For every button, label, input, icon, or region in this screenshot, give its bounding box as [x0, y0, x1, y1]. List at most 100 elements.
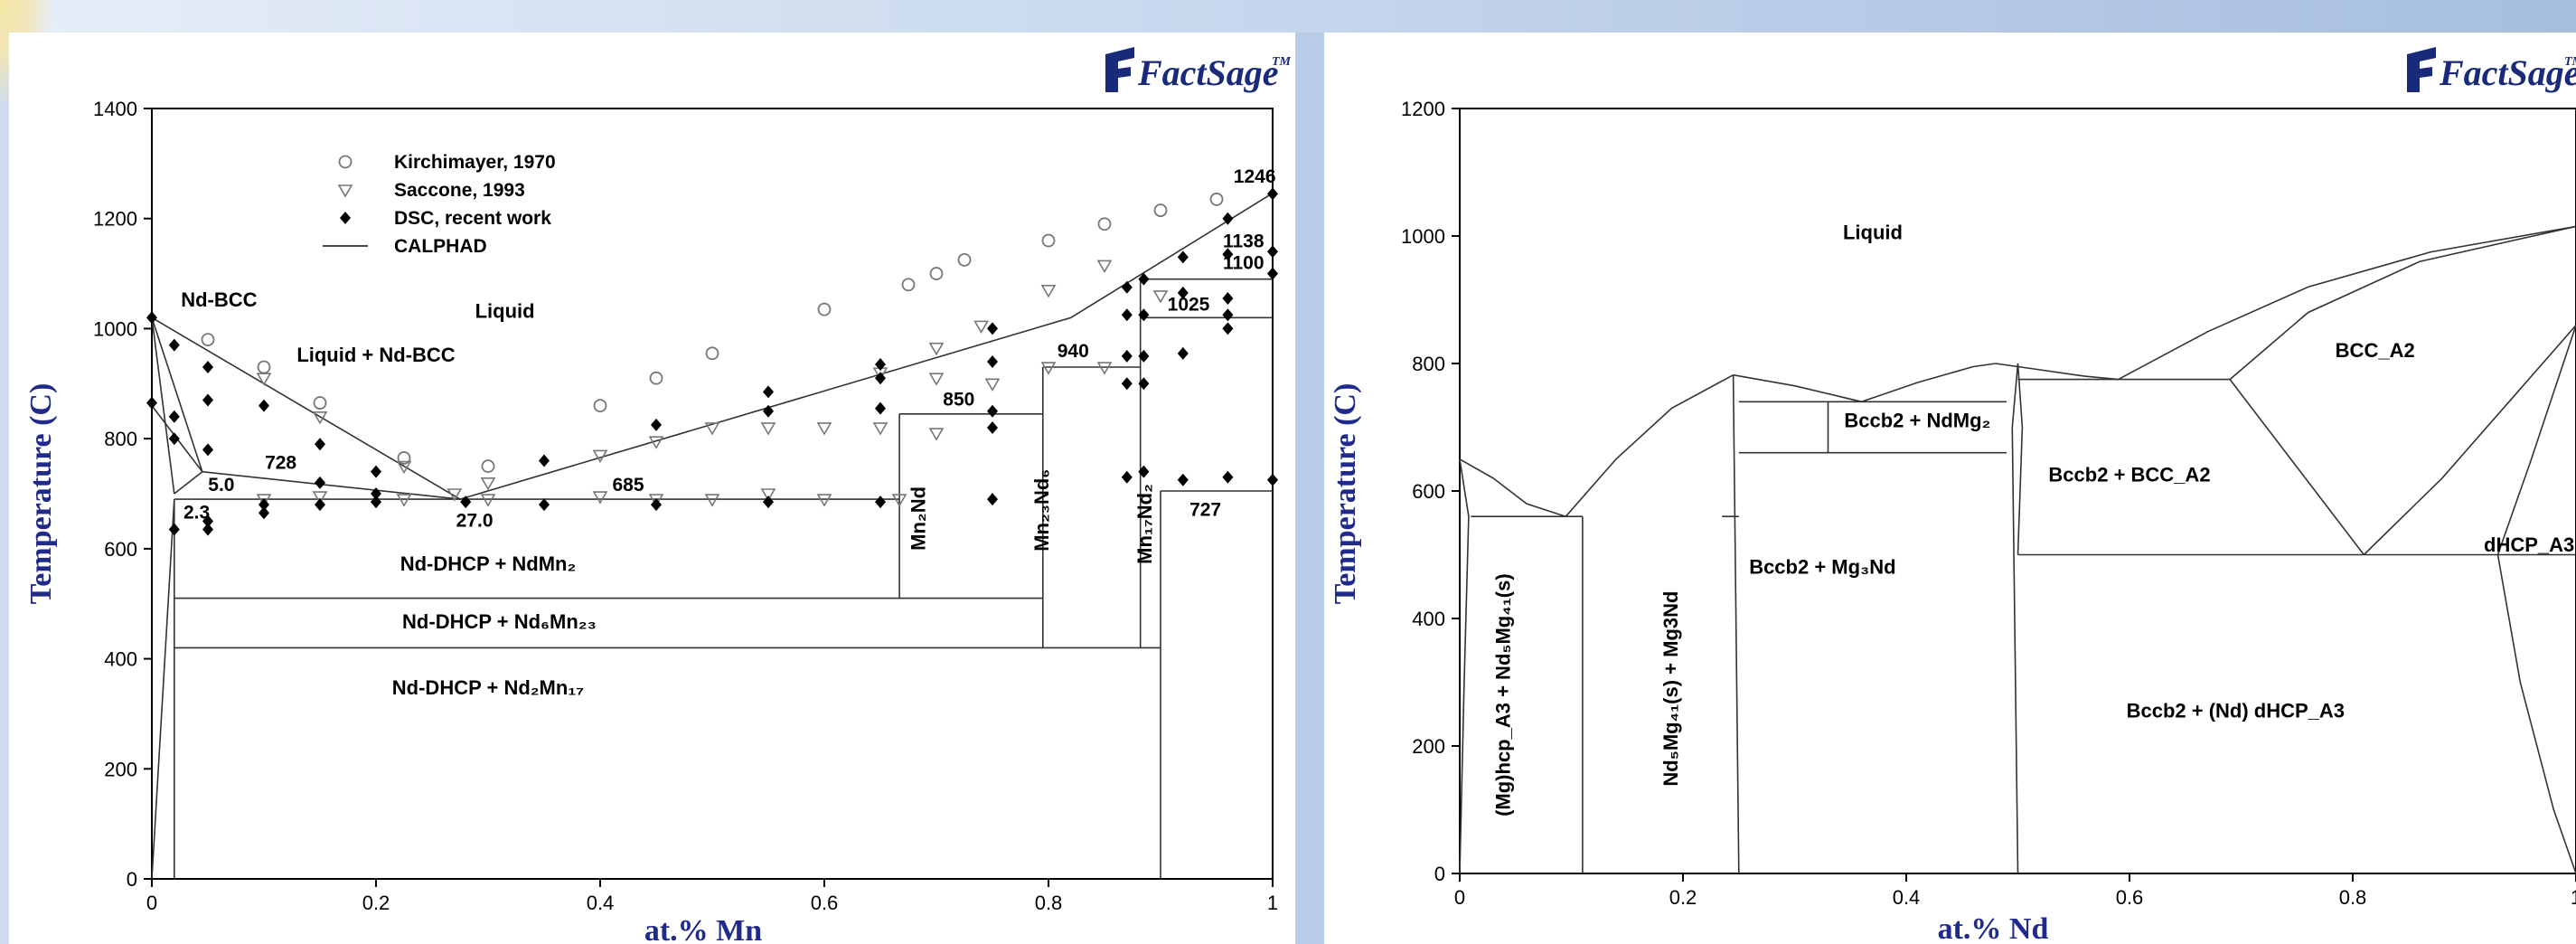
saccone-point [760, 488, 776, 502]
axes: 0 0.2 0.4 0.6 0.8 1 0 200 400 600 800 1000 1200 1400 [93, 98, 1278, 914]
dsc-point [1222, 470, 1234, 484]
dsc-point [1121, 280, 1133, 294]
kirchimayer-point [1097, 217, 1112, 231]
y-tick-label: 400 [1412, 608, 1445, 630]
dsc-point [1121, 470, 1133, 484]
saccone-point [396, 460, 412, 475]
dsc-point [1177, 346, 1189, 360]
saccone-point [480, 494, 496, 507]
dsc-point [987, 354, 998, 368]
temperature-annotation: 2.3 [183, 502, 210, 523]
phase-region-label: Nd-BCC [181, 288, 257, 311]
dsc-point [202, 523, 213, 536]
phase-boundary [2496, 325, 2576, 874]
legend: Kirchimayer, 1970 Saccone, 1993 DSC, recen… [323, 152, 556, 257]
saccone-point [1152, 290, 1169, 304]
saccone-point [816, 494, 832, 507]
dsc-point [875, 357, 886, 371]
x-tick-label: 0.8 [2339, 886, 2367, 909]
phase-region-label: dHCP_A3 [2484, 533, 2574, 556]
phase-boundary [2011, 363, 2019, 874]
phase-boundary [2229, 379, 2364, 555]
y-tick-label: 400 [104, 648, 137, 671]
phase-region-label: Nd-DHCP + NdMn₂ [400, 552, 577, 575]
temperature-annotation: 1138 [1223, 231, 1264, 251]
temperature-annotation: 728 [265, 453, 296, 474]
saccone-point [704, 494, 720, 507]
dsc-point [146, 396, 157, 410]
saccone-point [256, 373, 272, 386]
phase-region-label-vertical: (Mg)hcp_A3 + Nd₅Mg₄₁(s) [1492, 573, 1515, 817]
temperature-annotation: 1025 [1168, 294, 1210, 315]
saccone-point [928, 373, 945, 386]
temperature-annotation: 727 [1189, 499, 1221, 520]
phase-boundary [1732, 374, 1740, 874]
temperature-annotation: 1246 [1234, 166, 1276, 187]
x-axis-title: at.% Nd [1938, 912, 2049, 944]
dsc-point [987, 420, 998, 434]
dsc-point [763, 404, 774, 418]
legend-entry: CALPHAD [394, 236, 487, 257]
data-points [146, 187, 1278, 536]
kirchimayer-point [257, 360, 271, 374]
dsc-point [1138, 272, 1150, 286]
phase-region-label-vertical: Nd₅Mg₄₁(s) + Mg3Nd [1659, 591, 1682, 787]
dsc-point [763, 385, 774, 399]
saccone-point [312, 411, 328, 425]
legend-circle-marker [338, 155, 353, 169]
saccone-point [704, 422, 720, 436]
dsc-point [1267, 187, 1278, 201]
dsc-point [202, 393, 213, 407]
dsc-point [763, 496, 774, 509]
calphad-line [1070, 193, 1274, 318]
x-tick-label: 0.2 [362, 892, 390, 914]
dsc-point [1138, 465, 1150, 478]
plot-frame [1459, 108, 2576, 874]
phase-boundary [1861, 363, 1996, 403]
y-tick-label: 600 [1412, 480, 1445, 503]
nd-mn-phase-diagram: FactSage TM 0 0.2 0.4 0.6 0.8 1 0 200 400 600 800 1… [24, 47, 1292, 944]
saccone-point [973, 320, 989, 334]
x-axis-title: at.% Mn [644, 914, 762, 944]
logo-tm-text: TM [1272, 55, 1292, 69]
dsc-point [1267, 267, 1278, 280]
y-tick-label: 200 [1412, 735, 1445, 758]
kirchimayer-point [1209, 193, 1224, 206]
factsage-logo: FactSage TM [2407, 47, 2576, 93]
dsc-point [1138, 377, 1150, 391]
logo-main-text: FactSage [1137, 52, 1279, 93]
phase-region-label: Liquid + Nd-BCC [296, 344, 455, 366]
y-axis-title: Temperature (C) [1329, 383, 1362, 605]
dsc-point [1121, 308, 1133, 322]
kirchimayer-point [593, 399, 607, 413]
phase-boundary [1459, 458, 1566, 517]
saccone-point [872, 422, 888, 436]
x-tick-label: 0 [1454, 886, 1465, 909]
dsc-point [987, 493, 998, 506]
y-tick-label: 1200 [93, 208, 137, 231]
saccone-point [1040, 285, 1057, 298]
factsage-logo: FactSage TM [1105, 47, 1292, 93]
legend-triangle-marker [337, 184, 353, 198]
kirchimayer-point [817, 302, 832, 316]
dsc-point [1121, 377, 1133, 391]
dsc-point [202, 514, 213, 528]
dsc-point [168, 432, 180, 446]
dsc-point [1121, 349, 1133, 363]
x-tick-label: 0.2 [1669, 886, 1697, 909]
dsc-point [539, 454, 550, 467]
saccone-point [648, 494, 664, 507]
calphad-line [151, 499, 175, 880]
x-tick-label: 0.4 [1893, 886, 1921, 909]
saccone-point [760, 422, 776, 436]
dsc-point [315, 438, 325, 451]
saccone-point [396, 494, 412, 507]
dsc-point [875, 372, 886, 385]
nd-mn-phase-diagram-panel: FactSage TM 0 0.2 0.4 0.6 0.8 1 0 200 400 600 800 1… [9, 33, 1295, 944]
x-tick-label: 0.8 [1035, 892, 1063, 914]
mg-nd-phase-diagram-panel: FactSage TM 0 0.2 0.4 0.6 0.8 1 0 200 400 600 800 1… [1324, 33, 2576, 944]
dsc-point [168, 338, 180, 352]
x-tick-label: 0.6 [2116, 886, 2144, 909]
slide-top-band [0, 0, 2576, 33]
phase-boundary [2118, 225, 2576, 381]
